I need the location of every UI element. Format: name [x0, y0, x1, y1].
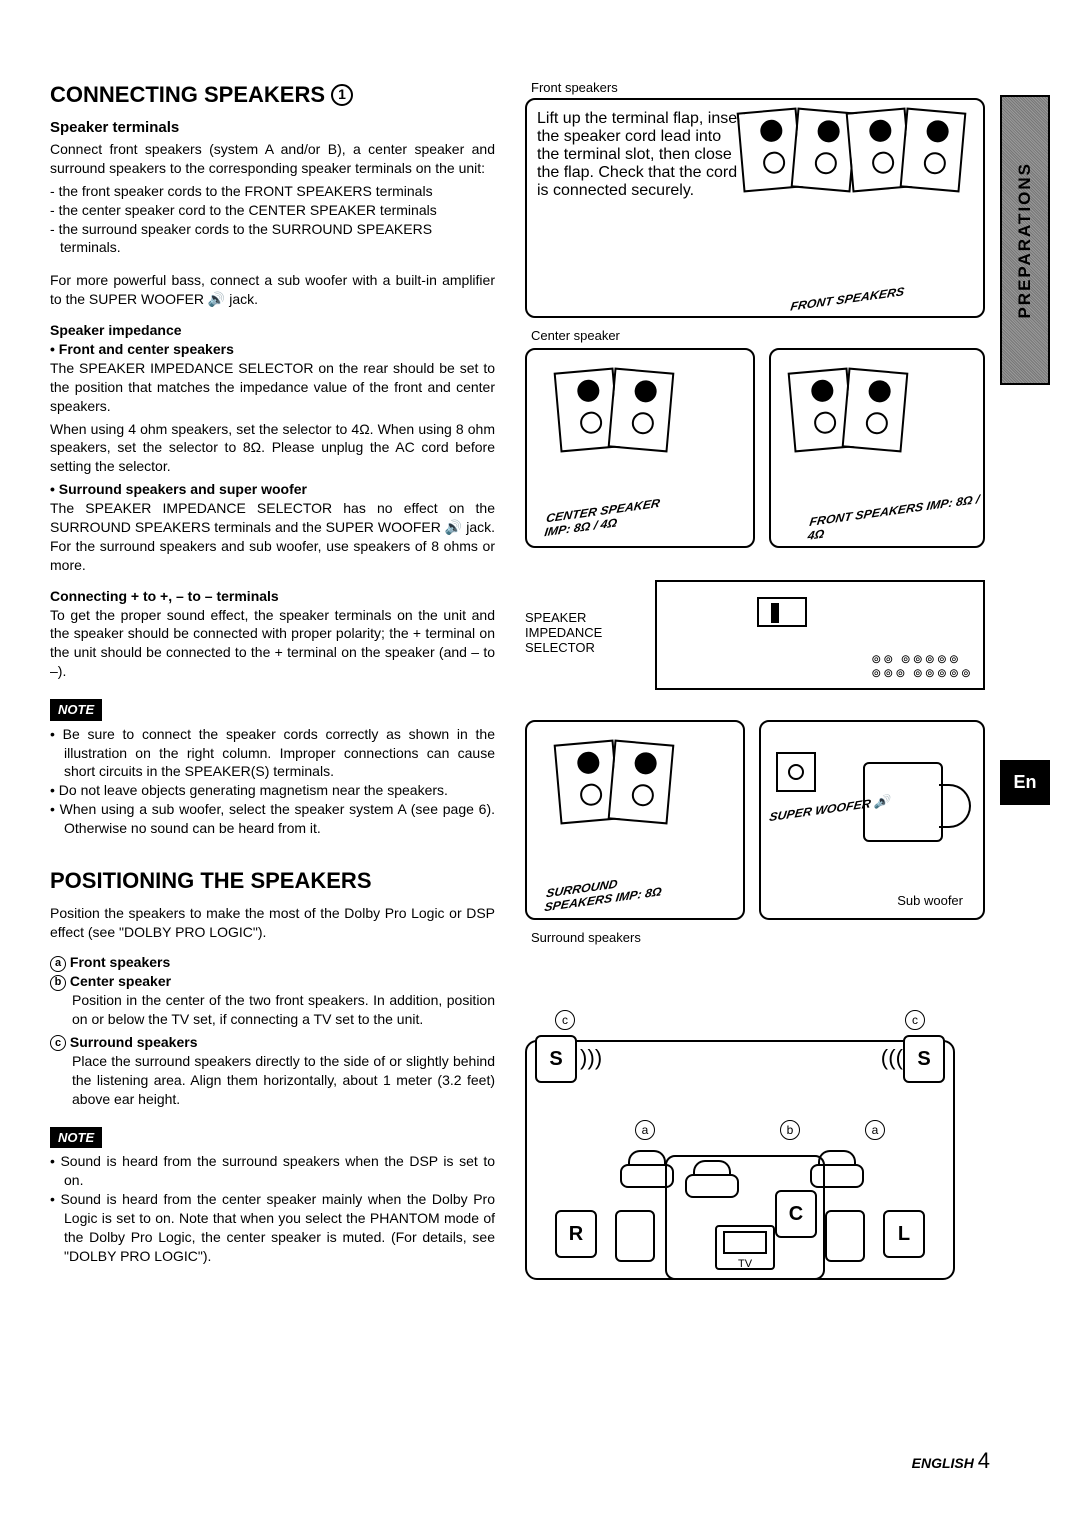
center-term-slant: CENTER SPEAKER IMP: 8Ω / 4Ω: [544, 495, 671, 539]
room-diagram: c S ) ) ) c S ( ( ( a b a R C L: [525, 1010, 955, 1290]
selector-label: SPEAKER IMPEDANCE SELECTOR: [525, 610, 625, 655]
front-term-slant1: FRONT SPEAKERS: [790, 284, 906, 313]
circle-a-left: a: [635, 1120, 655, 1140]
pos-b-text: Position in the center of the two front …: [50, 991, 495, 1029]
section2-title: POSITIONING THE SPEAKERS: [50, 866, 495, 896]
note2-item: Sound is heard from the surround speaker…: [50, 1152, 495, 1190]
tv-icon: [715, 1225, 775, 1270]
amplifier-rear: ⊚⊚ ⊚⊚⊚⊚⊚⊚⊚⊚ ⊚⊚⊚⊚⊚: [655, 580, 985, 690]
seat-mid-left: [685, 1160, 735, 1200]
surround-left-icon: S: [535, 1035, 577, 1083]
note1-item: Be sure to connect the speaker cords cor…: [50, 725, 495, 782]
terminals-item: the center speaker cord to the CENTER SP…: [50, 201, 495, 220]
speaker-terminals-heading: Speaker terminals: [50, 118, 495, 138]
center-icon: C: [775, 1190, 817, 1238]
liftup-text: Lift up the terminal flap, insert the sp…: [537, 110, 747, 200]
circle-a: a: [50, 956, 66, 972]
circle-c-right: c: [905, 1010, 925, 1030]
connecting-text: To get the proper sound effect, the spea…: [50, 606, 495, 682]
section2-intro: Position the speakers to make the most o…: [50, 904, 495, 942]
front-speakers-box: Lift up the terminal flap, insert the sp…: [525, 98, 985, 318]
terminals-item: the surround speaker cords to the SURROU…: [50, 220, 495, 258]
front-spk-box-1: [615, 1210, 655, 1262]
surround-terminal-illustration: [557, 742, 671, 827]
wiring-diagram: Front speakers Lift up the terminal flap…: [525, 80, 985, 990]
surround-right-icon: S: [903, 1035, 945, 1083]
surround-speakers-box: SURROUND SPEAKERS IMP: 8Ω: [525, 720, 745, 920]
subwoofer-illustration: [863, 762, 943, 842]
note1-list: Be sure to connect the speaker cords cor…: [50, 725, 495, 838]
front2-terminal-illustration: [791, 370, 905, 455]
impedance-surround-sub: • Surround speakers and super woofer: [50, 480, 495, 499]
note1-item: Do not leave objects generating magnetis…: [50, 781, 495, 800]
super-woofer-jack: [776, 752, 816, 792]
footer-page-number: 4: [978, 1448, 990, 1473]
language-tab-label: En: [1013, 772, 1036, 793]
waves-right: ( ( (: [881, 1045, 900, 1071]
pos-c: c Surround speakers: [50, 1033, 495, 1052]
connecting-heading: Connecting + to +, – to – terminals: [50, 587, 495, 606]
circle-a-right: a: [865, 1120, 885, 1140]
front-left-icon: L: [883, 1210, 925, 1258]
surround-term-slant: SURROUND SPEAKERS IMP: 8Ω: [544, 870, 671, 914]
pos-b-label: Center speaker: [70, 973, 171, 989]
center-speaker-box: CENTER SPEAKER IMP: 8Ω / 4Ω: [525, 348, 755, 548]
pos-a-label: Front speakers: [70, 954, 170, 970]
note2-item: Sound is heard from the center speaker m…: [50, 1190, 495, 1266]
note1-item: When using a sub woofer, select the spea…: [50, 800, 495, 838]
super-woofer-box: SUPER WOOFER 🔊 Sub woofer: [759, 720, 985, 920]
section1-title-num: 1: [331, 84, 353, 106]
circle-c: c: [50, 1035, 66, 1051]
pos-c-label: Surround speakers: [70, 1034, 198, 1050]
seat-left: [620, 1150, 670, 1190]
waves-left: ) ) ): [580, 1045, 599, 1071]
seat-right: [810, 1150, 860, 1190]
pos-c-text: Place the surround speakers directly to …: [50, 1052, 495, 1109]
bass-text: For more powerful bass, connect a sub wo…: [50, 271, 495, 309]
front-right-icon: R: [555, 1210, 597, 1258]
center-terminal-illustration: [557, 370, 671, 455]
pos-b: b Center speaker: [50, 972, 495, 991]
right-column: Front speakers Lift up the terminal flap…: [525, 80, 985, 1290]
front-spk-box-2: [825, 1210, 865, 1262]
section1-title: CONNECTING SPEAKERS 1: [50, 80, 495, 110]
impedance-heading: Speaker impedance: [50, 321, 495, 340]
subwoofer-label: Sub woofer: [897, 893, 963, 908]
front-speakers-label: Front speakers: [531, 80, 618, 95]
front-terminals-illustration: [740, 110, 963, 195]
left-column: CONNECTING SPEAKERS 1 Speaker terminals …: [50, 80, 495, 1290]
note-badge-2: NOTE: [50, 1127, 102, 1149]
terminals-list: the front speaker cords to the FRONT SPE…: [50, 182, 495, 258]
note2-list: Sound is heard from the surround speaker…: [50, 1152, 495, 1265]
section1-title-text: CONNECTING SPEAKERS: [50, 80, 325, 110]
footer-lang: ENGLISH: [912, 1455, 974, 1471]
pos-a: a Front speakers: [50, 953, 495, 972]
center-speaker-label: Center speaker: [531, 328, 620, 343]
surround-speakers-label: Surround speakers: [531, 930, 641, 945]
circle-b: b: [50, 975, 66, 991]
page-footer: ENGLISH 4: [912, 1448, 990, 1474]
language-tab: En: [1000, 760, 1050, 805]
impedance-text3: The SPEAKER IMPEDANCE SELECTOR has no ef…: [50, 499, 495, 575]
front-speakers-box-2: FRONT SPEAKERS IMP: 8Ω / 4Ω: [769, 348, 985, 548]
front-term-slant2: FRONT SPEAKERS IMP: 8Ω / 4Ω: [807, 491, 987, 543]
side-tab-label: PREPARATIONS: [1015, 162, 1035, 319]
impedance-front-sub: • Front and center speakers: [50, 340, 495, 359]
circle-b-center: b: [780, 1120, 800, 1140]
rear-jacks-illustration: ⊚⊚ ⊚⊚⊚⊚⊚⊚⊚⊚ ⊚⊚⊚⊚⊚: [871, 652, 973, 680]
speaker-terminals-text: Connect front speakers (system A and/or …: [50, 140, 495, 178]
circle-c-left: c: [555, 1010, 575, 1030]
pos-list: a Front speakers b Center speaker Positi…: [50, 953, 495, 1108]
side-tab-preparations: PREPARATIONS: [1000, 95, 1050, 385]
impedance-text2: When using 4 ohm speakers, set the selec…: [50, 420, 495, 477]
impedance-text1: The SPEAKER IMPEDANCE SELECTOR on the re…: [50, 359, 495, 416]
terminals-item: the front speaker cords to the FRONT SPE…: [50, 182, 495, 201]
selector-switch-illustration: [757, 597, 807, 627]
note-badge-1: NOTE: [50, 699, 102, 721]
